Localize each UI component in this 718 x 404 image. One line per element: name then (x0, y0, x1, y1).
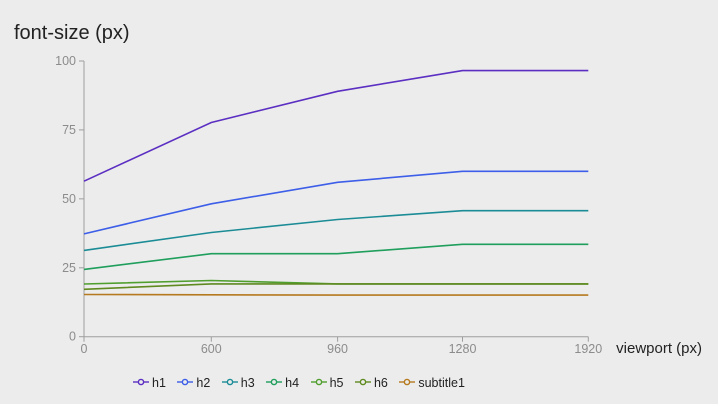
svg-text:50: 50 (62, 192, 76, 206)
svg-text:600: 600 (201, 342, 222, 356)
svg-text:25: 25 (62, 261, 76, 275)
svg-text:0: 0 (69, 330, 76, 344)
svg-text:0: 0 (81, 342, 88, 356)
svg-text:960: 960 (327, 342, 348, 356)
svg-text:1920: 1920 (574, 342, 602, 356)
svg-text:75: 75 (62, 123, 76, 137)
svg-text:1280: 1280 (449, 342, 477, 356)
svg-text:100: 100 (55, 54, 76, 68)
